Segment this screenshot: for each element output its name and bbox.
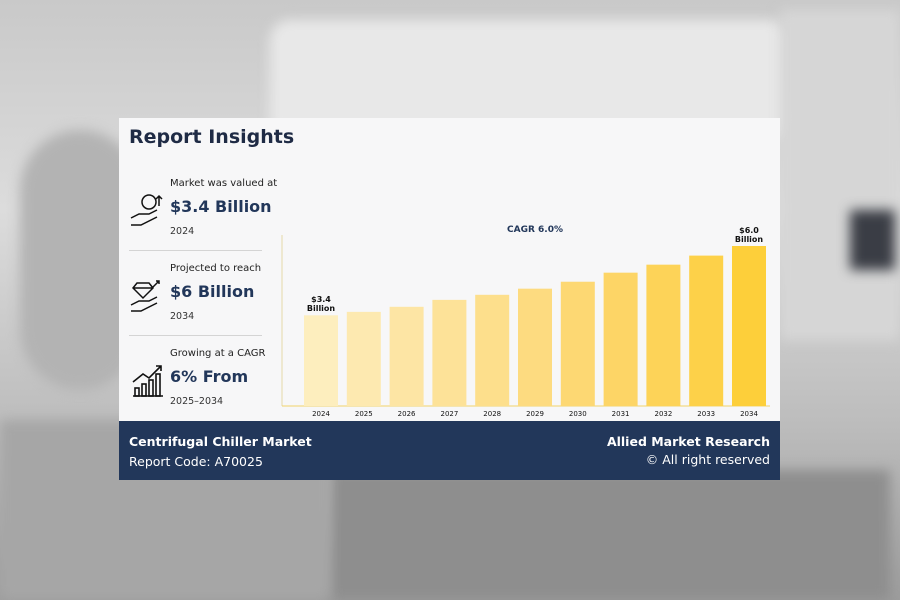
bar	[304, 315, 338, 406]
x-tick-label: 2030	[569, 410, 587, 418]
x-tick-label: 2027	[440, 410, 458, 418]
icon	[132, 365, 163, 397]
insight: Growing at a CAGR 6% From 2025–2034	[129, 348, 266, 428]
x-tick-label: 2028	[483, 410, 501, 418]
separator	[129, 335, 262, 336]
insights-card: Report Insights Market was valued at $3.…	[119, 118, 780, 480]
x-tick-label: 2026	[398, 410, 416, 418]
bar	[432, 299, 467, 406]
annotation: CAGR 6.0%	[507, 225, 563, 235]
x-tick-label: 2029	[526, 410, 544, 418]
value-label: $3.4 Billion	[306, 295, 336, 314]
insight-value: $6 Billion	[170, 282, 255, 301]
bar	[689, 255, 724, 406]
insight-label: Growing at a CAGR	[170, 348, 266, 359]
rights: © All right reserved	[645, 452, 770, 467]
chart: CAGR 6.0% 2024 2025 2026 2027 2028 2029 2030 20…	[270, 220, 780, 420]
bar	[518, 288, 552, 406]
insight-period: 2034	[170, 311, 195, 322]
footer: Centrifugal Chiller Market Report Code: …	[119, 421, 780, 480]
value-label: $6.0 Billion	[734, 226, 764, 244]
x-tick-label: 2031	[612, 410, 630, 418]
market-name: Centrifugal Chiller Market	[129, 434, 312, 449]
brand: Allied Market Research	[606, 434, 770, 449]
separator	[129, 250, 262, 251]
title: Report Insights	[129, 126, 295, 148]
bar	[732, 246, 766, 406]
insight-label: Projected to reach	[170, 263, 262, 274]
insight: Market was valued at $3.4 Billion 2024	[129, 178, 277, 258]
icon	[130, 280, 160, 312]
x-tick-label: 2024	[312, 410, 330, 418]
insight-label: Market was valued at	[170, 178, 278, 189]
insight-value: 6% From	[170, 367, 249, 386]
insight: Projected to reach $6 Billion 2034	[129, 263, 262, 343]
x-tick-label: 2032	[654, 410, 672, 418]
bar	[560, 281, 595, 406]
x-tick-label: 2033	[697, 410, 715, 418]
insight-value: $3.4 Billion	[170, 197, 272, 216]
bar	[389, 306, 424, 406]
bar	[346, 311, 381, 406]
insight-period: 2024	[170, 226, 195, 237]
chart-svg: CAGR 6.0% 2024 2025 2026 2027 2028 2029 2030 20…	[281, 225, 770, 418]
bar	[475, 294, 510, 406]
icon	[130, 194, 163, 226]
report-code: Report Code: A70025	[129, 454, 263, 469]
bar	[646, 264, 681, 406]
bar	[603, 272, 638, 406]
x-tick-label: 2034	[740, 410, 758, 418]
x-tick-label: 2025	[355, 410, 373, 418]
insight-period: 2025–2034	[170, 396, 224, 407]
